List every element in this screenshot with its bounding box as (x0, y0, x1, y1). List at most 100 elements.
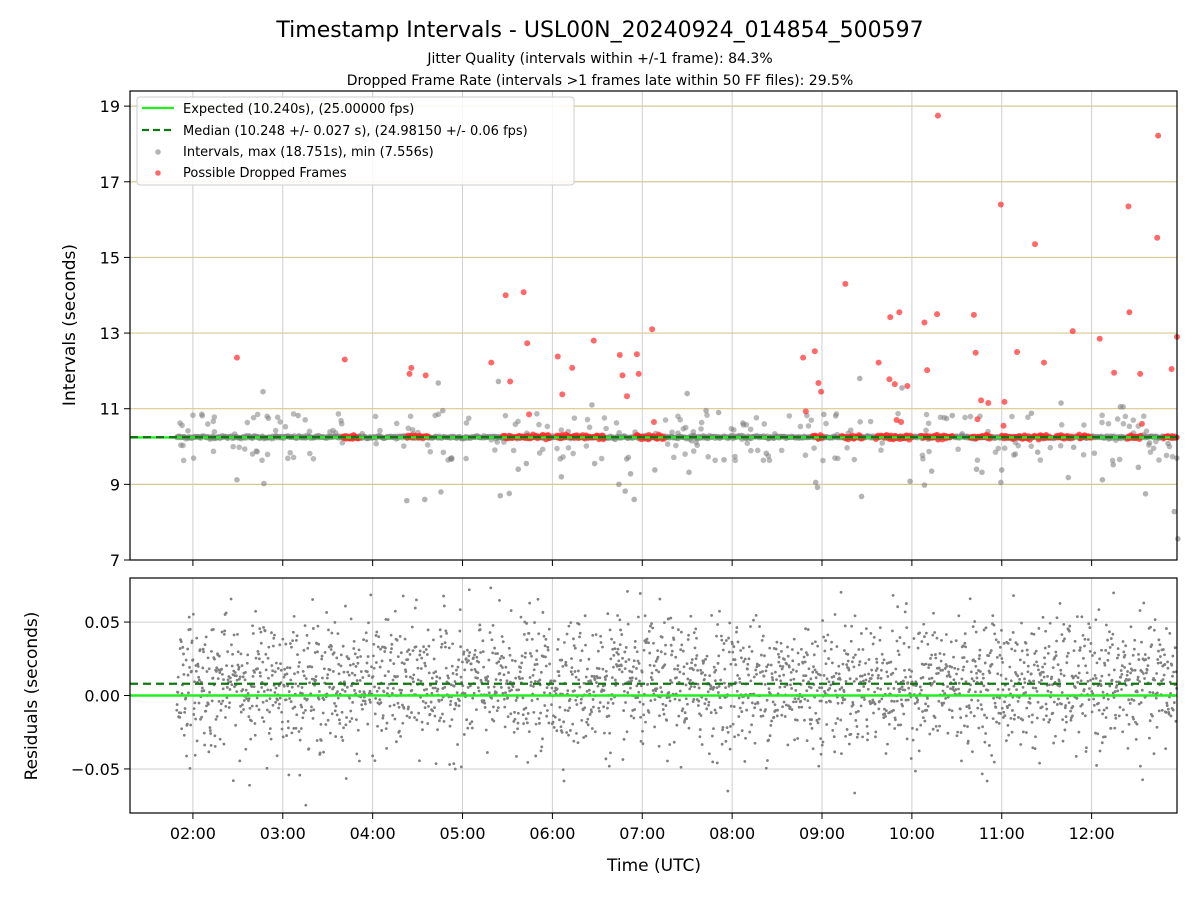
residual-point (525, 622, 529, 625)
legend-intervals-swatch (155, 149, 161, 155)
residual-point (203, 643, 207, 647)
interval-point (589, 402, 595, 408)
residual-point (330, 631, 334, 635)
residual-point (895, 639, 899, 643)
residual-point (286, 684, 290, 688)
residual-point (266, 656, 270, 660)
residual-point (343, 689, 347, 693)
interval-point (435, 380, 442, 386)
residual-point (790, 687, 794, 690)
residual-point (674, 655, 678, 659)
residual-point (1136, 675, 1140, 679)
residual-point (1081, 656, 1085, 660)
residual-point (268, 697, 272, 701)
interval-point (673, 442, 679, 449)
residual-point (1152, 752, 1156, 756)
interval-point (1037, 457, 1044, 463)
residual-point (823, 691, 827, 695)
residual-point (1146, 664, 1150, 668)
residual-point (572, 644, 576, 648)
residual-point (345, 685, 349, 689)
residual-point (219, 702, 223, 706)
residual-point (689, 614, 693, 618)
interval-point (664, 441, 671, 447)
residual-point (988, 651, 992, 655)
residual-point (775, 640, 779, 644)
residual-point (490, 638, 494, 642)
residual-point (870, 673, 874, 677)
residual-point (357, 648, 361, 652)
residual-point (1170, 663, 1174, 667)
residual-point (686, 702, 689, 706)
residual-point (544, 664, 548, 668)
residual-point (262, 720, 266, 723)
residual-point (229, 680, 233, 684)
residual-point (880, 668, 883, 672)
residual-point (398, 635, 402, 638)
residual-point (396, 675, 399, 678)
residual-point (726, 730, 730, 734)
residual-point (324, 723, 328, 726)
interval-point (584, 416, 591, 423)
residual-point (241, 675, 245, 679)
residual-point (958, 707, 962, 711)
interval-point (287, 449, 293, 456)
residual-point (766, 663, 770, 667)
residual-point (1020, 649, 1024, 653)
residual-point (499, 686, 503, 689)
residual-point (653, 698, 657, 702)
residual-point (679, 765, 683, 769)
residual-point (999, 673, 1003, 677)
residual-point (1135, 690, 1139, 694)
residual-point (1157, 709, 1161, 713)
residual-point (866, 738, 869, 742)
residual-point (608, 731, 612, 735)
residual-point (1101, 712, 1105, 716)
residual-point (356, 728, 360, 732)
residual-point (501, 640, 505, 644)
residual-point (270, 664, 274, 667)
residual-point (1097, 701, 1100, 705)
residual-point (568, 697, 572, 701)
residual-point (245, 697, 248, 700)
residual-point (696, 704, 700, 707)
residual-point (339, 653, 343, 657)
legend-dropped-label: Possible Dropped Frames (183, 166, 347, 181)
residual-point (620, 633, 624, 636)
residual-point (957, 614, 961, 618)
interval-point (1058, 422, 1065, 428)
residual-point (270, 631, 273, 635)
residual-point (311, 598, 315, 601)
residual-point (740, 656, 743, 660)
residual-point (746, 662, 750, 666)
residual-point (296, 653, 299, 657)
residual-point (268, 727, 272, 731)
residual-point (590, 727, 594, 730)
residual-point (872, 711, 875, 715)
residual-point (626, 590, 629, 593)
residual-point (636, 659, 640, 663)
residual-point (535, 662, 539, 666)
residual-point (513, 710, 516, 714)
residual-point (502, 656, 506, 660)
residual-point (470, 726, 474, 730)
residual-point (550, 703, 553, 706)
residual-point (338, 718, 341, 722)
residual-point (233, 671, 237, 674)
interval-point (851, 456, 858, 463)
residual-point (321, 676, 324, 680)
residual-point (700, 743, 704, 746)
residual-point (440, 698, 444, 702)
residual-point (292, 614, 296, 618)
interval-point (1081, 422, 1087, 428)
residual-point (967, 704, 971, 708)
residual-point (562, 720, 566, 724)
residual-point (937, 666, 941, 670)
residual-point (523, 655, 527, 659)
residual-point (971, 750, 974, 754)
interval-point (1099, 419, 1105, 426)
residual-point (819, 737, 823, 741)
residual-point (478, 623, 482, 627)
residual-point (392, 662, 396, 666)
